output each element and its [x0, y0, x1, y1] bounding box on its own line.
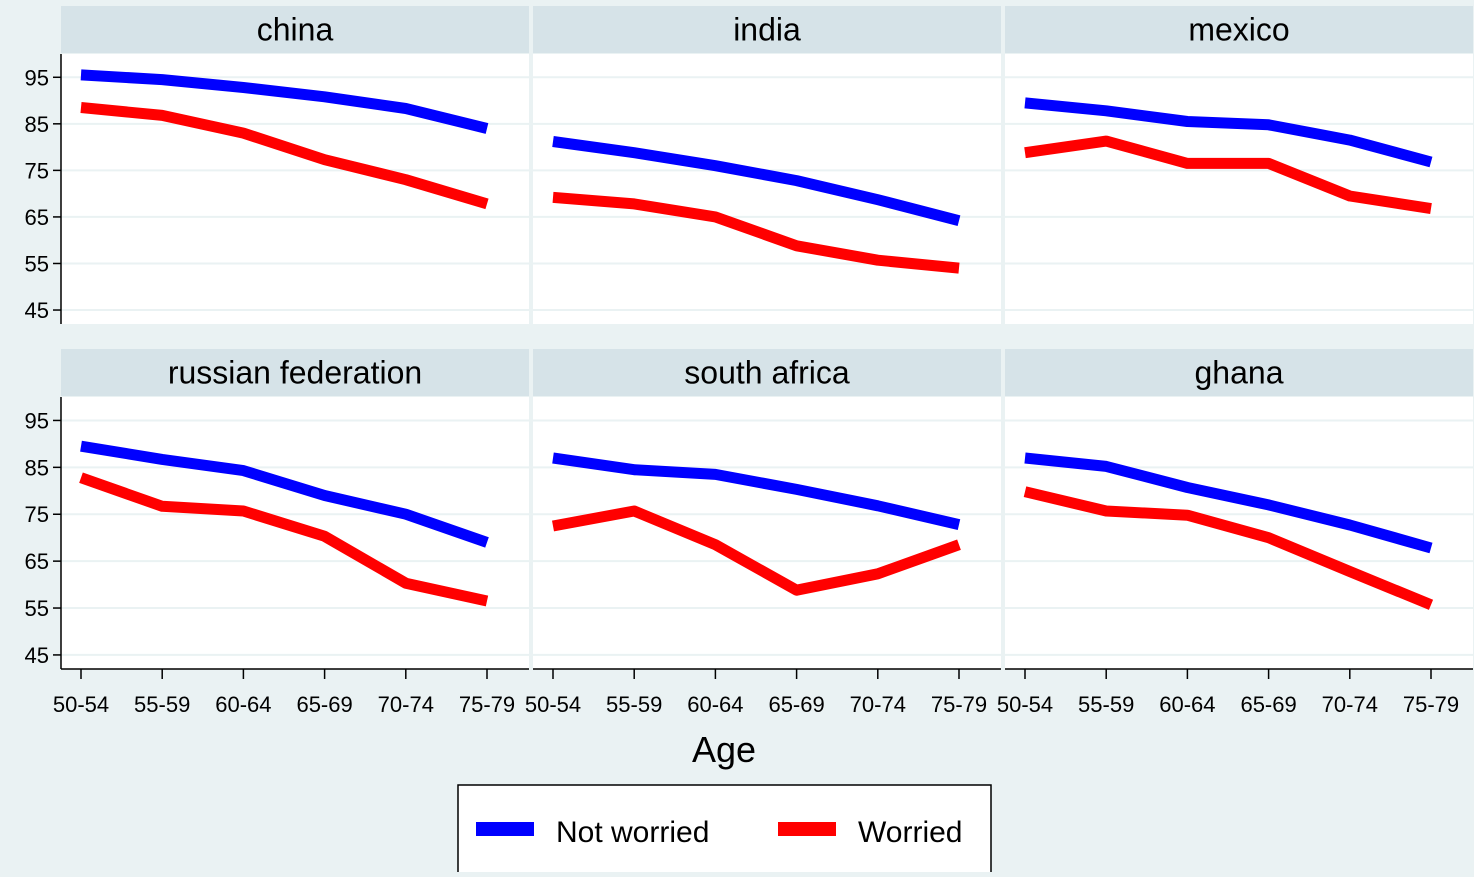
legend-label-not-worried: Not worried [556, 816, 709, 849]
y-tick-label-russian-federation-75: 75 [25, 502, 49, 527]
y-tick-label-russian-federation-55: 55 [25, 596, 49, 621]
panel-title-india: india [733, 12, 801, 48]
x-tick-label-south-africa-70-74: 70-74 [850, 692, 906, 717]
x-tick-label-russian-federation-75-79: 75-79 [459, 692, 515, 717]
x-tick-label-ghana-70-74: 70-74 [1322, 692, 1378, 717]
x-tick-label-russian-federation-55-59: 55-59 [134, 692, 190, 717]
series-line-russian-federation-not-worried [80, 440, 489, 548]
panel-header-china [61, 6, 529, 53]
x-tick-label-russian-federation-70-74: 70-74 [378, 692, 434, 717]
y-tick-label-china-75: 75 [25, 158, 49, 183]
series-line-china-worried [80, 102, 489, 210]
series-line-mexico-not-worried [1024, 97, 1433, 168]
x-tick-label-south-africa-55-59: 55-59 [606, 692, 662, 717]
panel-title-russian-federation: russian federation [168, 355, 422, 391]
x-tick-label-ghana-55-59: 55-59 [1078, 692, 1134, 717]
plot-area-south-africa [533, 397, 1001, 669]
panel-header-india [533, 6, 1001, 53]
x-tick-label-south-africa-75-79: 75-79 [931, 692, 987, 717]
x-tick-label-south-africa-65-69: 65-69 [768, 692, 824, 717]
panel-title-china: china [257, 12, 334, 48]
y-tick-label-russian-federation-45: 45 [25, 643, 49, 668]
plot-area-mexico [1005, 54, 1473, 324]
x-tick-label-russian-federation-60-64: 60-64 [215, 692, 271, 717]
series-line-ghana-worried [1023, 486, 1434, 610]
legend-label-worried: Worried [858, 816, 962, 849]
series-line-india-not-worried [552, 136, 961, 227]
series-line-south-africa-worried [552, 505, 961, 596]
x-tick-label-ghana-65-69: 65-69 [1240, 692, 1296, 717]
series-line-russian-federation-worried [79, 472, 489, 607]
y-tick-label-china-55: 55 [25, 251, 49, 276]
panel-title-ghana: ghana [1195, 355, 1284, 391]
plot-area-india [533, 54, 1001, 324]
y-tick-label-china-95: 95 [25, 65, 49, 90]
x-tick-label-russian-federation-50-54: 50-54 [53, 692, 109, 717]
y-tick-label-china-85: 85 [25, 112, 49, 137]
series-line-south-africa-not-worried [552, 452, 961, 530]
x-axis-title: Age [692, 729, 756, 770]
series-line-mexico-worried [1024, 135, 1432, 215]
y-tick-label-russian-federation-95: 95 [25, 408, 49, 433]
legend-swatch-worried [778, 822, 836, 836]
y-tick-label-china-65: 65 [25, 205, 49, 230]
y-tick-label-russian-federation-85: 85 [25, 455, 49, 480]
x-tick-label-russian-federation-65-69: 65-69 [296, 692, 352, 717]
panel-title-mexico: mexico [1188, 12, 1289, 48]
y-tick-label-china-45: 45 [25, 298, 49, 323]
panel-header-south-africa [533, 349, 1001, 396]
panel-header-ghana [1005, 349, 1473, 396]
series-line-india-worried [552, 191, 960, 274]
panel-title-south-africa: south africa [684, 355, 850, 391]
series-line-ghana-not-worried [1024, 452, 1433, 554]
panel-header-russian-federation [61, 349, 529, 396]
panel-header-mexico [1005, 6, 1473, 53]
legend-box [457, 784, 992, 877]
x-tick-label-south-africa-60-64: 60-64 [687, 692, 743, 717]
x-tick-label-ghana-75-79: 75-79 [1403, 692, 1459, 717]
x-tick-label-ghana-50-54: 50-54 [997, 692, 1053, 717]
series-line-china-not-worried [80, 69, 489, 134]
y-tick-label-russian-federation-65: 65 [25, 549, 49, 574]
legend-swatch-not-worried [476, 822, 534, 836]
x-tick-label-south-africa-50-54: 50-54 [525, 692, 581, 717]
x-tick-label-ghana-60-64: 60-64 [1159, 692, 1215, 717]
